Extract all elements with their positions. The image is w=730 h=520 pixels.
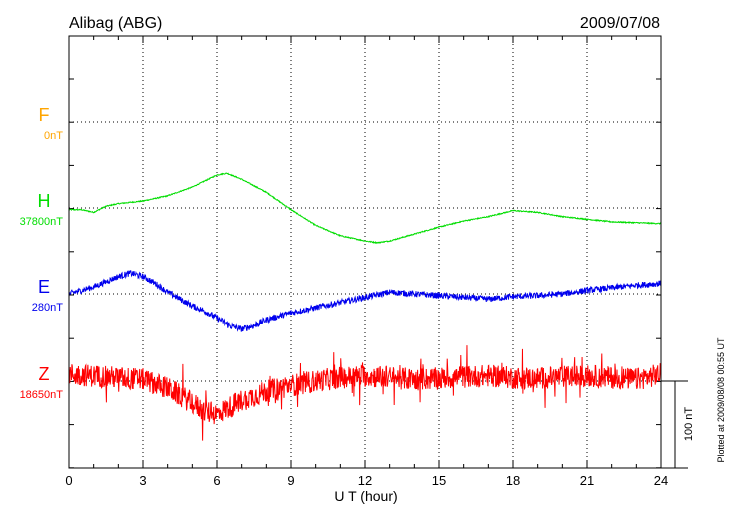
x-tick-label: 9	[287, 473, 294, 488]
x-tick-label: 12	[358, 473, 372, 488]
series-f-baseline: 0nT	[44, 130, 63, 142]
date-title: 2009/07/08	[580, 15, 660, 32]
data-traces	[68, 172, 662, 441]
series-e-baseline: 280nT	[32, 302, 63, 314]
x-axis-label: U T (hour)	[334, 488, 397, 504]
series-z-baseline: 18650nT	[20, 389, 64, 401]
series-h-label: H	[38, 191, 51, 211]
grid-lines	[69, 36, 661, 468]
x-tick-label: 18	[506, 473, 520, 488]
series-f-label: F	[39, 105, 50, 125]
x-tick-label: 21	[580, 473, 594, 488]
series-z-label: Z	[39, 364, 50, 384]
x-tick-label: 0	[65, 473, 72, 488]
series-e-label: E	[38, 277, 50, 297]
plotted-at-note: Plotted at 2009/08/08 00:55 UT	[716, 337, 726, 463]
scale-bar: 100 nT	[661, 380, 695, 469]
station-title: Alibag (ABG)	[69, 15, 162, 32]
x-tick-labels: 0 3 6 9 12 15 18 21 24	[65, 473, 668, 488]
series-h-line	[68, 172, 662, 245]
plot-frame	[68, 35, 662, 469]
series-e-line	[68, 270, 662, 332]
series-labels: F 0nT H 37800nT E 280nT Z 18650nT	[20, 105, 64, 401]
axis-ticks	[68, 36, 662, 469]
x-tick-label: 24	[654, 473, 668, 488]
x-tick-label: 3	[139, 473, 146, 488]
x-tick-label: 15	[432, 473, 446, 488]
x-tick-label: 6	[213, 473, 220, 488]
series-z-line	[68, 345, 662, 441]
scale-bar-label: 100 nT	[683, 407, 695, 442]
series-h-baseline: 37800nT	[20, 216, 64, 228]
